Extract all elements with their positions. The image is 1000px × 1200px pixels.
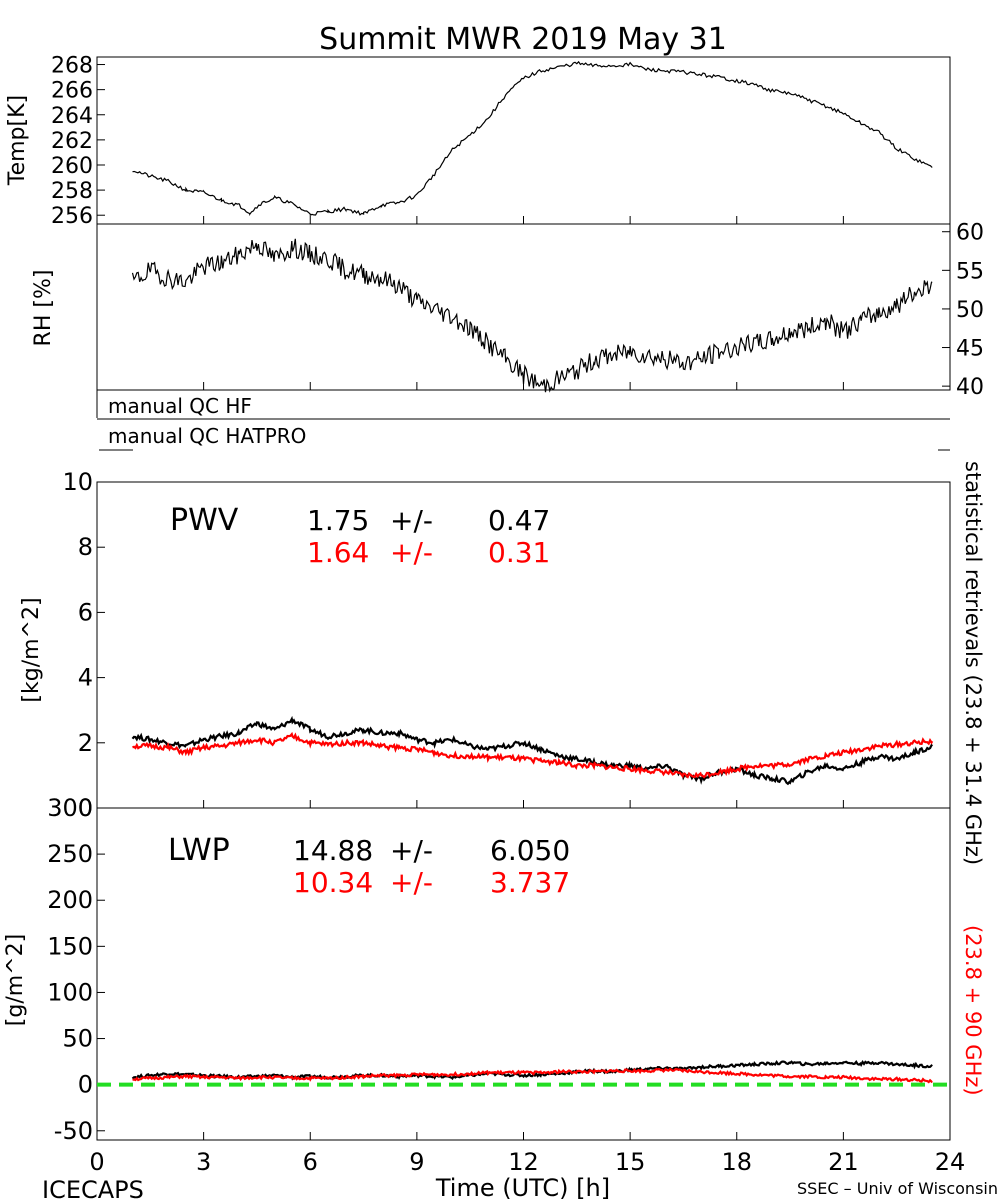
rh-y-tick-label: 60 — [956, 221, 984, 246]
pwv-y-tick-label: 6 — [78, 598, 93, 626]
x-tick-label: 18 — [721, 1148, 752, 1176]
temp-y-tick-label: 260 — [51, 154, 93, 179]
rh-y-tick-label: 40 — [956, 375, 984, 400]
rh-y-ticks: 40 45 50 55 60 — [942, 221, 984, 400]
lwp-y-tick-label: 150 — [47, 932, 93, 960]
pwv-y-tick-label: 0 — [78, 794, 93, 822]
lwp-red-value: 10.34 — [293, 866, 373, 899]
rh-series — [131, 238, 933, 393]
pwv-series-line-0 — [131, 715, 934, 786]
lwp-y-tick-label: 250 — [47, 840, 93, 868]
lwp-y-tick-label: 100 — [47, 978, 93, 1006]
lwp-series-line-1 — [132, 1067, 933, 1084]
pwv-y-tick-label: 2 — [78, 729, 93, 757]
pwv-series — [131, 715, 934, 786]
rh-y-tick-label: 50 — [956, 298, 984, 323]
qc-rows: manual QC HF manual QC HATPRO — [96, 390, 950, 451]
lwp-y-tick-label: 50 — [62, 1025, 93, 1053]
qc-row-hf-label: manual QC HF — [108, 394, 252, 418]
rh-y-tick-label: 45 — [956, 337, 984, 362]
lwp-y-label: [g/m^2] — [3, 934, 28, 1026]
side-label-black: statistical retrievals (23.8 + 31.4 GHz) — [961, 461, 985, 865]
temp-y-tick-label: 262 — [51, 129, 93, 154]
qc-row-hatpro-label: manual QC HATPRO — [108, 424, 306, 448]
lwp-y-tick-label: 300 — [47, 794, 93, 822]
lwp-red-err: 3.737 — [490, 866, 570, 899]
pwv-black-pm: +/- — [390, 504, 433, 537]
rh-y-tick-label: 55 — [956, 259, 984, 284]
lwp-y-tick-label: -50 — [54, 1117, 93, 1145]
x-tick-label: 21 — [828, 1148, 859, 1176]
lwp-red-pm: +/- — [390, 866, 433, 899]
temp-y-tick-label: 268 — [51, 54, 93, 79]
lwp-y-ticks: -50 0 50 100 150 200 250 300 — [47, 794, 105, 1145]
temp-y-tick-label: 264 — [51, 104, 93, 129]
pwv-y-ticks: 0 2 4 6 8 10 — [62, 468, 105, 822]
footer-left-label: ICECAPS — [42, 1176, 144, 1200]
x-axis-ticks: 0 3 6 9 12 15 18 21 24 — [89, 216, 965, 1176]
temp-y-label: Temp[K] — [5, 95, 30, 186]
x-axis-label: Time (UTC) [h] — [435, 1174, 610, 1200]
side-label-red: (23.8 + 90 GHz) — [961, 925, 985, 1096]
footer-right-label: SSEC – Univ of Wisconsin — [797, 1179, 998, 1198]
x-tick-label: 9 — [409, 1148, 424, 1176]
pwv-series-line-1 — [132, 731, 934, 779]
pwv-black-value: 1.75 — [307, 504, 369, 537]
lwp-series-line-0 — [131, 1059, 933, 1081]
temp-series-line-0 — [132, 60, 933, 216]
rh-series-line-0 — [131, 238, 933, 393]
x-tick-label: 3 — [196, 1148, 211, 1176]
rh-y-label: RH [%] — [31, 270, 56, 347]
temp-y-tick-label: 266 — [51, 79, 93, 104]
x-tick-label: 6 — [303, 1148, 318, 1176]
pwv-y-tick-label: 10 — [62, 468, 93, 496]
x-tick-label: 0 — [89, 1148, 104, 1176]
x-tick-label: 24 — [935, 1148, 966, 1176]
pwv-black-err: 0.47 — [488, 504, 550, 537]
x-tick-label: 12 — [508, 1148, 539, 1176]
pwv-red-value: 1.64 — [307, 536, 369, 569]
x-tick-label: 15 — [615, 1148, 646, 1176]
rh-panel: 40 45 50 55 60 RH [%] — [31, 221, 984, 400]
figure-title: Summit MWR 2019 May 31 — [319, 22, 727, 57]
pwv-red-err: 0.31 — [488, 536, 550, 569]
pwv-red-pm: +/- — [390, 536, 433, 569]
lwp-series — [131, 1059, 933, 1084]
temp-series — [132, 60, 933, 216]
pwv-y-tick-label: 4 — [78, 664, 93, 692]
lwp-y-tick-label: 200 — [47, 886, 93, 914]
lwp-y-tick-label: 0 — [78, 1071, 93, 1099]
pwv-y-tick-label: 8 — [78, 533, 93, 561]
lwp-black-value: 14.88 — [293, 834, 373, 867]
temp-y-tick-label: 256 — [51, 204, 93, 229]
temp-y-tick-label: 258 — [51, 179, 93, 204]
pwv-y-label: [kg/m^2] — [19, 597, 44, 702]
lwp-black-err: 6.050 — [490, 834, 570, 867]
lwp-annotation-label: LWP — [168, 833, 230, 868]
lwp-black-pm: +/- — [390, 834, 433, 867]
pwv-annotation-label: PWV — [170, 503, 239, 538]
